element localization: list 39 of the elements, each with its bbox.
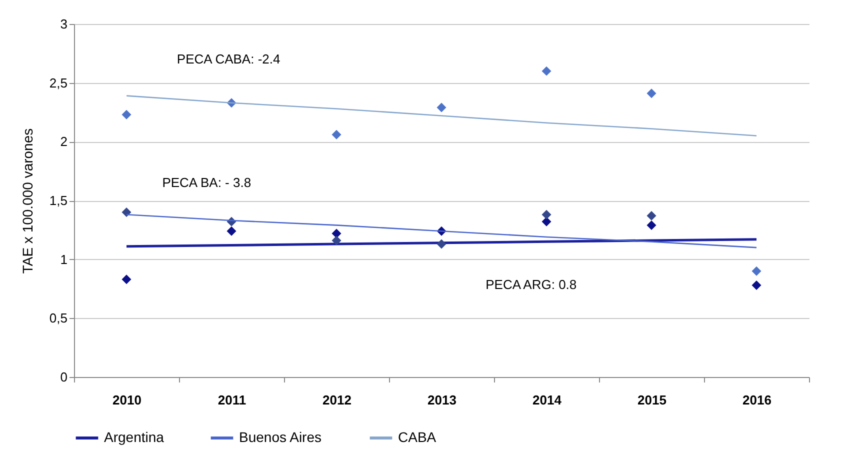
x-tick-label: 2011 [218,392,246,408]
x-tick-label: 2015 [638,392,666,408]
legend-label: Buenos Aires [239,429,322,445]
annotation: PECA ARG: 0.8 [486,277,577,292]
point [646,88,656,98]
y-tick-label: 2,5 [49,75,68,90]
y-tick-label: 0,5 [49,310,68,326]
point [646,211,656,221]
point [646,220,656,230]
x-tick-label: 2013 [428,392,456,408]
point [542,210,552,220]
x-tick-label: 2012 [322,392,352,408]
y-tick-label: 2 [60,134,68,150]
point [332,130,342,140]
point [332,228,342,238]
line-series [126,95,758,136]
y-axis-title: TAE x 100.000 varones [19,128,36,274]
annotation: PECA CABA: -2.4 [176,51,280,66]
point [542,216,552,226]
x-tick-label: 2014 [532,392,562,408]
y-tick-label: 1,5 [49,193,68,208]
point [226,226,236,236]
annotation: PECA BA: - 3.8 [162,174,252,190]
y-tick-label: 0 [60,370,68,384]
point [542,66,552,76]
point [332,236,342,246]
point [436,102,446,112]
x-tick-label: 2010 [112,392,142,408]
point [752,266,762,276]
point [436,239,446,249]
y-tick-label: 3 [60,16,68,32]
y-tick-label: 1 [60,252,68,267]
point [752,280,762,290]
point [122,274,132,284]
point [122,208,132,218]
x-tick-label: 2016 [742,392,772,408]
legend-label: CABA [398,429,437,445]
point [122,110,132,120]
legend-label: Argentina [104,429,164,445]
